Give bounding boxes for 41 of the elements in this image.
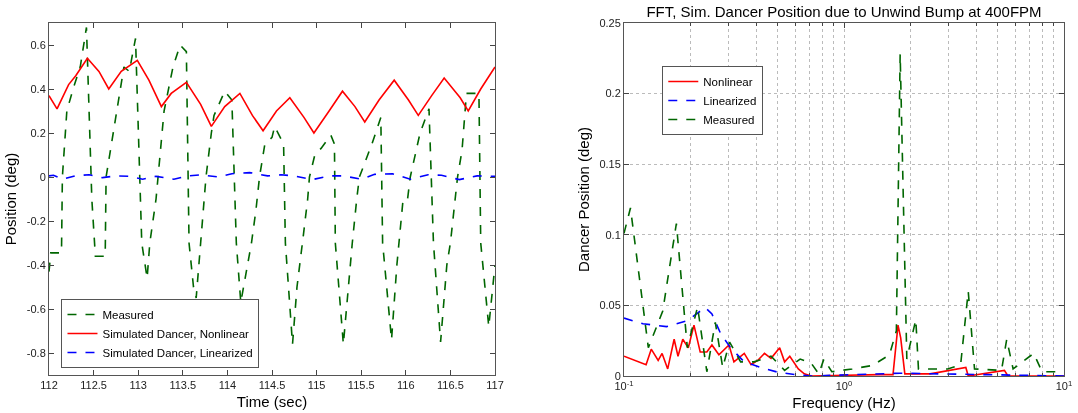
x-tick-label: 113 bbox=[129, 379, 147, 392]
x-tick-label: 114.5 bbox=[258, 379, 286, 392]
x-axis-title: Time (sec) bbox=[236, 393, 308, 411]
legend-label: Nonlinear bbox=[703, 76, 753, 89]
y-tick-label: 0.05 bbox=[599, 299, 621, 312]
x-tick-label: 112.5 bbox=[80, 379, 107, 392]
legend-label: Measured bbox=[102, 308, 154, 321]
y-tick-label: -0.6 bbox=[26, 302, 46, 315]
line-series bbox=[49, 26, 495, 345]
x-tick-label: 10$^{0}$ bbox=[835, 378, 853, 393]
x-tick-label: 116 bbox=[397, 379, 415, 392]
y-tick-label: 0.25 bbox=[599, 16, 621, 29]
x-axis-title: Frequency (Hz) bbox=[792, 394, 896, 412]
y-axis-title: Dancer Position (deg) bbox=[574, 126, 592, 273]
x-tick-label: 115 bbox=[307, 379, 326, 392]
y-tick-label: 0.4 bbox=[30, 82, 46, 95]
line-series bbox=[49, 57, 495, 134]
y-tick-label: -0.8 bbox=[26, 346, 46, 359]
legend-label: Simulated Dancer, Linearized bbox=[102, 346, 253, 359]
y-tick-label: -0.2 bbox=[26, 214, 46, 227]
y-tick-label: 0.1 bbox=[605, 228, 621, 241]
line-series bbox=[49, 171, 495, 181]
x-tick-label: 115.5 bbox=[347, 379, 375, 392]
legend-label: Measured bbox=[703, 114, 755, 127]
x-tick-label: 113.5 bbox=[169, 379, 197, 392]
x-tick-label: 112 bbox=[40, 379, 58, 392]
y-tick-label: 0.2 bbox=[605, 87, 621, 100]
x-tick-label: 116.5 bbox=[437, 379, 464, 392]
y-tick-label: 0 bbox=[39, 170, 46, 183]
x-tick-label: 117 bbox=[486, 379, 504, 392]
y-tick-label: 0 bbox=[614, 369, 621, 382]
legend-label: Linearized bbox=[703, 95, 757, 108]
y-tick-label: 0.15 bbox=[599, 158, 621, 171]
x-tick-label: 10$^{1}$ bbox=[1055, 378, 1073, 393]
chart-title: FFT, Sim. Dancer Position due to Unwind Bump at 400FPM bbox=[646, 2, 1042, 20]
legend-label: Simulated Dancer, Nonlinear bbox=[102, 327, 250, 340]
y-tick-label: -0.4 bbox=[26, 258, 46, 271]
y-tick-label: 0.2 bbox=[30, 126, 46, 139]
y-tick-label: 0.6 bbox=[30, 38, 46, 51]
y-axis-title: Position (deg) bbox=[2, 152, 20, 246]
x-tick-label: 114 bbox=[218, 379, 237, 392]
